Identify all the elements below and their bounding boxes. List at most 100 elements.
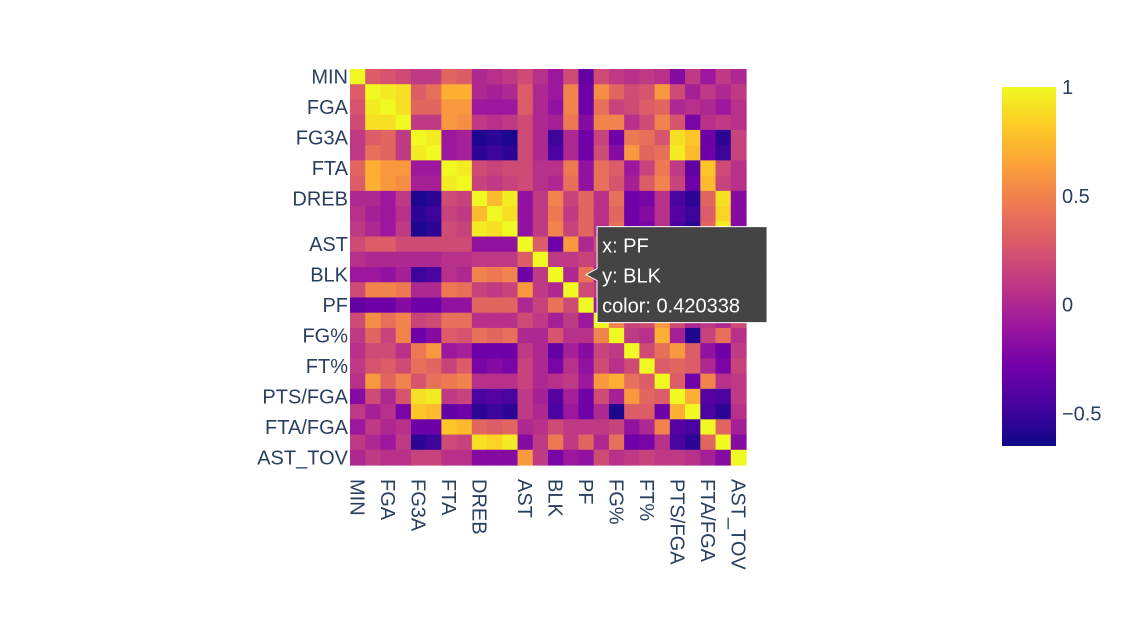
heatmap-cell-FTM-PTS[interactable] <box>365 175 382 192</box>
heatmap-cell-PF-FG3A[interactable] <box>410 297 427 314</box>
heatmap-cell-FG%-STL[interactable] <box>532 327 549 344</box>
heatmap-cell-FG%-TOV[interactable] <box>563 327 580 344</box>
heatmap-cell-PF-TOV[interactable] <box>563 297 580 314</box>
heatmap-cell-STL-TOV[interactable] <box>563 251 580 268</box>
heatmap-cell-PTS/FGA-TRB%[interactable] <box>715 388 732 405</box>
heatmap-cell-FTM-FTA/FGA[interactable] <box>700 175 717 192</box>
heatmap-cell-FG3A-PF[interactable] <box>578 129 595 146</box>
heatmap-cell-AST_TOV-FG%[interactable] <box>608 449 625 466</box>
heatmap-cell-TRB%-AST_TOV[interactable] <box>730 434 747 451</box>
heatmap-cell-TRB%-TOV[interactable] <box>563 434 580 451</box>
heatmap-cell-AST_TOV-TRB%[interactable] <box>715 449 732 466</box>
heatmap-cell-FG3A/FGA-FGA[interactable] <box>380 404 397 420</box>
heatmap-cell-TRB%-FG3%[interactable] <box>624 434 640 451</box>
heatmap-cell-DREB-FG3A[interactable] <box>410 190 427 207</box>
heatmap-cell-FTA/FGA-FG3A/FGA[interactable] <box>685 419 701 436</box>
heatmap-cell-FG3A/FGA-PTS[interactable] <box>365 404 382 420</box>
heatmap-cell-FGA-DREB[interactable] <box>471 99 488 116</box>
heatmap-cell-FGA-FG%[interactable] <box>608 99 625 116</box>
heatmap-cell-FG3M-FG3A/FGA[interactable] <box>685 145 701 161</box>
heatmap-cell-FG%-AST[interactable] <box>517 327 534 344</box>
heatmap-cell-FG3%-FG3M[interactable] <box>426 343 442 359</box>
heatmap-cell-AST-FTA[interactable] <box>441 236 458 253</box>
heatmap-cell-DREB-FG3M[interactable] <box>426 190 442 207</box>
heatmap-cell-FGM-STL[interactable] <box>532 114 549 131</box>
heatmap-cell-FTA/FGA-PTS[interactable] <box>365 419 382 436</box>
heatmap-cell-FG3A-AST_TOV[interactable] <box>730 129 747 146</box>
heatmap-cell-AST_TOV-BLK[interactable] <box>548 449 564 466</box>
heatmap-cell-AST-MIN[interactable] <box>350 236 366 253</box>
heatmap-cell-DREB-FTA[interactable] <box>441 190 458 207</box>
heatmap-cell-FT%-PF[interactable] <box>578 358 595 375</box>
heatmap-cell-OREB-AST[interactable] <box>517 206 534 222</box>
heatmap-cell-AST_TOV-MIN[interactable] <box>350 449 366 466</box>
heatmap-cell-FTA-TOV[interactable] <box>563 160 580 177</box>
heatmap-cell-FG3A/FGA-DREB[interactable] <box>471 404 488 420</box>
heatmap-cell-FG%-AST_TOV[interactable] <box>730 327 747 344</box>
heatmap-cell-OREB-FT%[interactable] <box>639 206 656 222</box>
heatmap-cell-BLK-PTS[interactable] <box>365 267 382 283</box>
heatmap-cell-OREB-PTS/FGA[interactable] <box>669 206 686 222</box>
heatmap-cell-MIN-FTA/FGA[interactable] <box>700 69 717 85</box>
heatmap-cell-FTM-FG3%[interactable] <box>624 175 640 192</box>
heatmap-cell-FTM-FG3M[interactable] <box>426 175 442 192</box>
heatmap-cell-STL-PTS[interactable] <box>365 251 382 268</box>
heatmap-cell-FTA/FGA-BLK[interactable] <box>548 419 564 436</box>
heatmap-cell-FG3M-PTS[interactable] <box>365 145 382 161</box>
heatmap-cell-TOV-FTA[interactable] <box>441 282 458 299</box>
heatmap-cell-MIN-FTM[interactable] <box>456 69 473 85</box>
heatmap-cell-TS%-AST[interactable] <box>517 373 534 390</box>
heatmap-cell-STL-PF[interactable] <box>578 251 595 268</box>
heatmap-cell-TS%-PLUS_MINUS[interactable] <box>593 373 610 390</box>
heatmap-cell-DREB-STL[interactable] <box>532 190 549 207</box>
heatmap-cell-TS%-STL[interactable] <box>532 373 549 390</box>
heatmap-cell-FG3A-BLK[interactable] <box>548 129 564 146</box>
heatmap-cell-PTS-FG3A[interactable] <box>410 84 427 101</box>
heatmap-cell-PF-FGA[interactable] <box>380 297 397 314</box>
heatmap-cell-AST_TOV-AST_TOV[interactable] <box>730 449 747 466</box>
heatmap-cell-FTA/FGA-REB[interactable] <box>502 419 519 436</box>
heatmap-cell-FG3%-FT%[interactable] <box>639 343 656 359</box>
heatmap-cell-DREB-FGM[interactable] <box>395 190 412 207</box>
heatmap-cell-PF-FG3M[interactable] <box>426 297 442 314</box>
heatmap-cell-FTA/FGA-FG3A[interactable] <box>410 419 427 436</box>
heatmap-cell-PF-BLK[interactable] <box>548 297 564 314</box>
heatmap-cell-FG%-FTM[interactable] <box>456 327 473 344</box>
heatmap-cell-PLUS_MINUS-DREB[interactable] <box>471 312 488 329</box>
heatmap-cell-MIN-AST_TOV[interactable] <box>730 69 747 85</box>
heatmap-cell-FTA-BLK[interactable] <box>548 160 564 177</box>
heatmap-cell-TRB%-MIN[interactable] <box>350 434 366 451</box>
heatmap-cell-FTA/FGA-OREB[interactable] <box>487 419 503 436</box>
heatmap-cell-STL-FGM[interactable] <box>395 251 412 268</box>
heatmap-cell-FTA-MIN[interactable] <box>350 160 366 177</box>
heatmap-cell-FG3A-TRB%[interactable] <box>715 129 732 146</box>
heatmap-cell-FGA-FTA[interactable] <box>441 99 458 116</box>
heatmap-cell-PTS-PF[interactable] <box>578 84 595 101</box>
heatmap-cell-FGM-FGA[interactable] <box>380 114 397 131</box>
heatmap-cell-TS%-PTS/FGA[interactable] <box>669 373 686 390</box>
heatmap-cell-FG3%-DREB[interactable] <box>471 343 488 359</box>
heatmap-cell-PTS/FGA-AST_TOV[interactable] <box>730 388 747 405</box>
heatmap-cell-TOV-PF[interactable] <box>578 282 595 299</box>
heatmap-cell-FG3M-BLK[interactable] <box>548 145 564 161</box>
heatmap-cell-FG3A/FGA-FT%[interactable] <box>639 404 656 420</box>
heatmap-cell-FT%-FG3M[interactable] <box>426 358 442 375</box>
heatmap-cell-BLK-BLK[interactable] <box>548 267 564 283</box>
heatmap-cell-FTM-FGA[interactable] <box>380 175 397 192</box>
heatmap-cell-PLUS_MINUS-TOV[interactable] <box>563 312 580 329</box>
heatmap-cell-TOV-FGA[interactable] <box>380 282 397 299</box>
heatmap-cell-OREB-FG3M[interactable] <box>426 206 442 222</box>
heatmap-cell-FTA/FGA-FTA/FGA[interactable] <box>700 419 717 436</box>
heatmap-cell-FG3A/FGA-PTS/FGA[interactable] <box>669 404 686 420</box>
heatmap-cell-TS%-FG3%[interactable] <box>624 373 640 390</box>
heatmap-cell-FTM-TS%[interactable] <box>654 175 671 192</box>
heatmap-cell-FGA-TOV[interactable] <box>563 99 580 116</box>
heatmap-cell-FG3A-TOV[interactable] <box>563 129 580 146</box>
heatmap-cell-FG3M-TOV[interactable] <box>563 145 580 161</box>
heatmap-cell-PLUS_MINUS-FTM[interactable] <box>456 312 473 329</box>
heatmap-cell-PF-PF[interactable] <box>578 297 595 314</box>
heatmap-cell-FGA-PTS/FGA[interactable] <box>669 99 686 116</box>
heatmap-cell-OREB-PLUS_MINUS[interactable] <box>593 206 610 222</box>
heatmap-cell-FTM-FT%[interactable] <box>639 175 656 192</box>
heatmap-cell-DREB-FG3%[interactable] <box>624 190 640 207</box>
